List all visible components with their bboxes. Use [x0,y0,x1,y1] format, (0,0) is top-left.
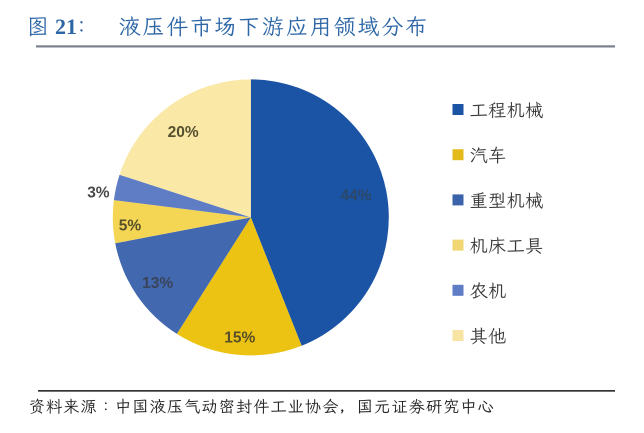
svg-text:3%: 3% [87,184,110,201]
svg-text:15%: 15% [224,330,255,347]
svg-text:13%: 13% [142,275,173,292]
svg-text:21: 21 [55,14,77,39]
svg-text:44%: 44% [340,188,371,205]
svg-text:5%: 5% [119,217,142,234]
svg-text:20%: 20% [168,124,199,141]
